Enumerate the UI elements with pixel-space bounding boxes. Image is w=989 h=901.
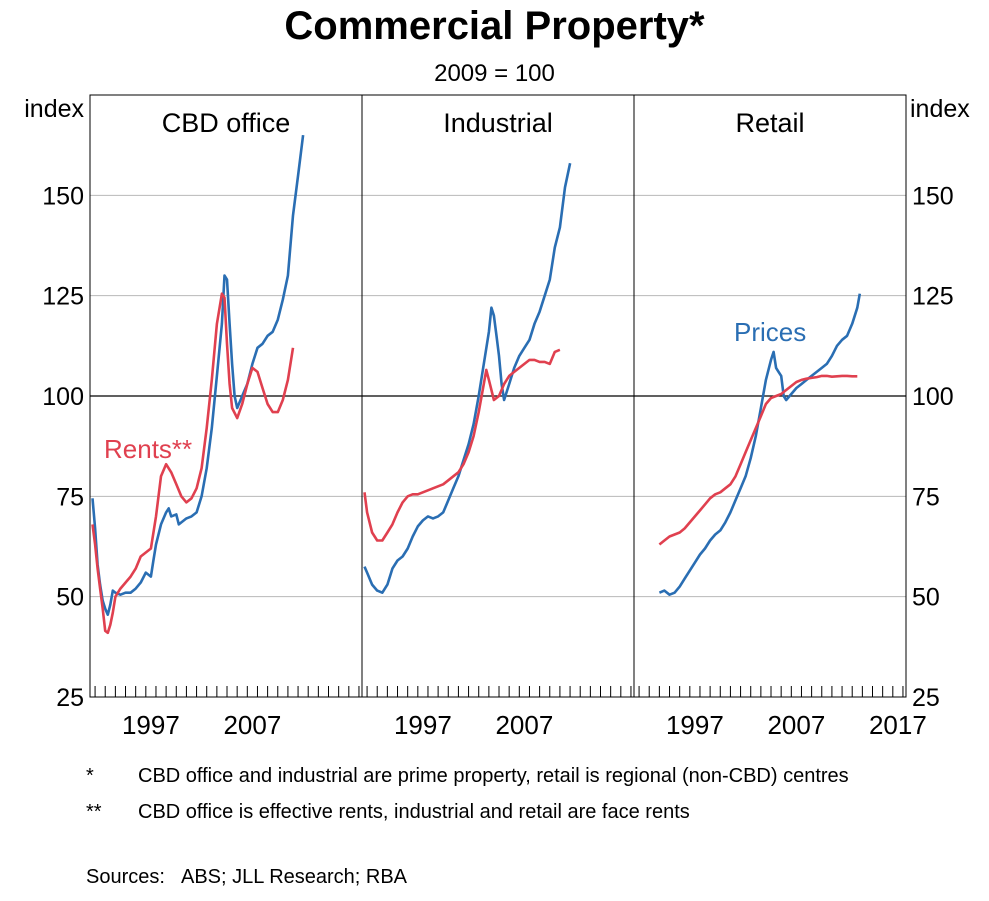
x-tick-label: 2007 <box>223 710 281 740</box>
footnote-2: ** CBD office is effective rents, indust… <box>86 800 966 824</box>
plot-frame <box>89 94 907 698</box>
chart-figure: 25 25 50 50 75 75 100 100 125 125 150 150 index index… <box>24 94 970 740</box>
x-tick-label: 2007 <box>767 710 825 740</box>
chart-title: Commercial Property* <box>284 4 705 48</box>
footnote-2-text: CBD office is effective rents, industria… <box>138 801 690 823</box>
y-tick-label-right: 50 <box>912 584 940 612</box>
annotation-prices: Prices <box>734 317 806 347</box>
footnote-2-mark: ** <box>86 801 102 823</box>
annotation-rents: Rents** <box>104 434 192 464</box>
y-tick-label-right: 25 <box>912 684 940 712</box>
sources-text: ABS; JLL Research; RBA <box>181 866 408 888</box>
y-axis-label-left: index <box>24 95 84 123</box>
sources: Sources: ABS; JLL Research; RBA <box>86 866 407 889</box>
series-line-prices <box>91 134 305 616</box>
panel-title: Retail <box>735 108 804 138</box>
sources-label: Sources: <box>86 866 165 888</box>
x-tick-label: 1997 <box>666 710 724 740</box>
y-axis-label-right: index <box>910 95 970 123</box>
y-tick-label-right: 100 <box>912 383 954 411</box>
y-tick-label-left: 150 <box>42 182 84 210</box>
x-tick-label: 1997 <box>122 710 180 740</box>
x-tick-label: 1997 <box>394 710 452 740</box>
y-tick-label-left: 100 <box>42 383 84 411</box>
series-line-rents <box>91 292 295 635</box>
y-tick-label-left: 125 <box>42 283 84 311</box>
y-tick-label-left: 50 <box>56 584 84 612</box>
y-tick-label-right: 75 <box>912 483 940 511</box>
footnote-1-mark: * <box>86 765 94 787</box>
y-tick-label-left: 25 <box>56 684 84 712</box>
series-line-prices <box>658 293 862 596</box>
series-line-rents <box>658 374 858 546</box>
y-tick-label-left: 75 <box>56 483 84 511</box>
series-line-rents <box>363 348 561 542</box>
x-tick-label: 2007 <box>495 710 553 740</box>
panel-title: CBD office <box>162 108 291 138</box>
panel-title: Industrial <box>443 108 553 138</box>
series-line-prices <box>363 162 572 594</box>
footnote-1: * CBD office and industrial are prime pr… <box>86 764 966 788</box>
footnote-1-text: CBD office and industrial are prime prop… <box>138 765 849 787</box>
x-tick-label: 2017 <box>869 710 927 740</box>
y-tick-label-right: 150 <box>912 182 954 210</box>
y-tick-label-right: 125 <box>912 283 954 311</box>
chart-subtitle: 2009 = 100 <box>434 60 555 87</box>
footnotes: * CBD office and industrial are prime pr… <box>86 764 966 836</box>
